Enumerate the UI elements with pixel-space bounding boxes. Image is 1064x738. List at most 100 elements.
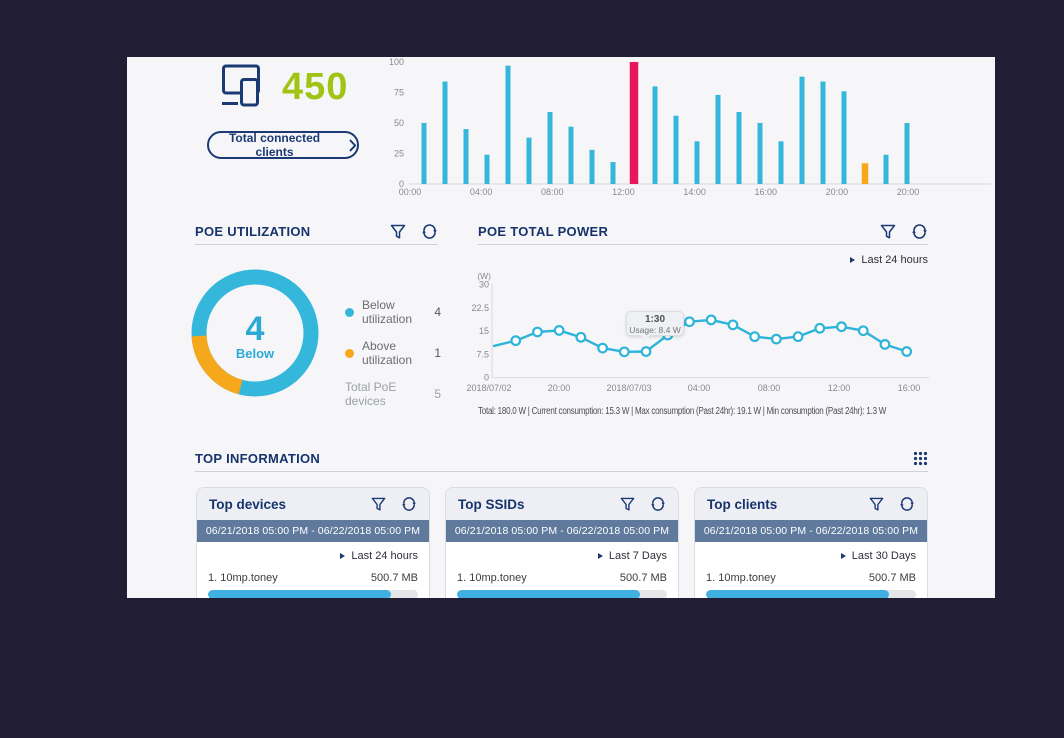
poe-power-line-chart[interactable]: (W) 30 22.5 15 7.5 0 2018/07/02 20:00 2018/07/03…	[466, 270, 935, 398]
entry-value: 500.7 MB	[868, 572, 916, 584]
chevron-right-icon	[349, 139, 357, 151]
svg-text:7.5: 7.5	[476, 349, 489, 359]
top-devices-card: Top devices 06/21/2018 05:	[196, 487, 430, 598]
tooltip-usage: Usage: 8.4 W	[629, 325, 681, 335]
button-label: Total connected clients	[228, 131, 321, 159]
entry-name: 10mp.toney	[718, 572, 776, 584]
poe-utilization-donut[interactable]: 4 Below	[184, 262, 326, 404]
poe-utilization-header: POE UTILIZATION	[195, 219, 438, 245]
filter-icon[interactable]	[371, 497, 386, 512]
card-header: Top SSIDs	[446, 488, 678, 520]
entry-row: 1. 10mp.toney 500.7 MB	[706, 572, 916, 584]
poe-total-power-section: POE TOTAL POWER Last 24 hours (W)	[466, 219, 929, 417]
entry-name: 10mp.toney	[469, 572, 527, 584]
card-title: Top devices	[209, 496, 287, 512]
svg-text:16:00: 16:00	[754, 187, 777, 197]
entry-value: 500.7 MB	[619, 572, 667, 584]
refresh-icon[interactable]	[899, 496, 915, 512]
progress-bar	[457, 590, 667, 598]
svg-text:100: 100	[389, 57, 404, 67]
svg-text:16:00: 16:00	[898, 383, 921, 393]
top-information-header: TOP INFORMATION	[195, 446, 928, 472]
svg-text:14:00: 14:00	[683, 187, 706, 197]
progress-bar	[208, 590, 418, 598]
poe-utilization-section: POE UTILIZATION	[195, 219, 438, 245]
legend-item-total: Total PoE devices 5	[345, 380, 441, 408]
poe-total-power-header: POE TOTAL POWER	[478, 219, 928, 245]
svg-text:50: 50	[394, 118, 404, 128]
svg-text:00:00: 00:00	[399, 187, 422, 197]
date-range-banner: 06/21/2018 05:00 PM - 06/22/2018 05:00 P…	[446, 520, 678, 542]
range-label: Last 24 hours	[351, 550, 418, 562]
total-connected-clients-button[interactable]: Total connected clients	[207, 131, 359, 159]
entry-rank: 1.	[208, 572, 218, 584]
section-title: POE UTILIZATION	[195, 224, 311, 239]
entry-name: 10mp.toney	[220, 572, 278, 584]
donut-center-value: 4	[246, 310, 265, 348]
svg-text:08:00: 08:00	[758, 383, 781, 393]
donut-center-label: Below	[236, 346, 275, 361]
legend-dot-orange	[345, 348, 354, 358]
range-selector[interactable]: Last 7 Days	[457, 550, 667, 562]
legend-label: Below utilization	[362, 298, 413, 326]
connected-clients-count: 450	[282, 66, 349, 108]
legend-item-above: Above utilization 1	[345, 339, 441, 367]
svg-text:12:00: 12:00	[612, 187, 635, 197]
svg-text:15: 15	[479, 326, 489, 336]
range-label: Last 24 hours	[861, 254, 928, 266]
legend-item-below: Below utilization 4	[345, 298, 441, 326]
date-range-banner: 06/21/2018 05:00 PM - 06/22/2018 05:00 P…	[695, 520, 927, 542]
progress-fill	[706, 590, 889, 598]
filter-icon[interactable]	[620, 497, 635, 512]
filter-icon[interactable]	[880, 224, 896, 240]
filter-icon[interactable]	[390, 224, 406, 240]
range-selector[interactable]: Last 24 hours	[478, 254, 928, 266]
entry-rank: 1.	[706, 572, 716, 584]
legend-value: 5	[434, 387, 441, 401]
refresh-icon[interactable]	[401, 496, 417, 512]
card-header: Top devices	[197, 488, 429, 520]
refresh-icon[interactable]	[421, 223, 438, 240]
range-label: Last 30 Days	[851, 550, 916, 562]
range-selector[interactable]: Last 30 Days	[706, 550, 916, 562]
grid-icon[interactable]	[913, 451, 928, 466]
date-range-banner: 06/21/2018 05:00 PM - 06/22/2018 05:00 P…	[197, 520, 429, 542]
refresh-icon[interactable]	[650, 496, 666, 512]
svg-text:04:00: 04:00	[470, 187, 493, 197]
svg-text:2018/07/03: 2018/07/03	[606, 383, 651, 393]
filter-icon[interactable]	[869, 497, 884, 512]
play-icon	[597, 553, 603, 559]
devices-icon	[221, 63, 269, 113]
section-title: TOP INFORMATION	[195, 451, 321, 466]
legend-value: 1	[434, 346, 441, 360]
svg-text:25: 25	[394, 149, 404, 159]
svg-text:20:00: 20:00	[897, 187, 920, 197]
tooltip-time: 1:30	[644, 314, 665, 325]
legend-label: Above utilization	[362, 339, 413, 367]
clients-bar-chart[interactable]: 100 75 50 25 000:00 04:00 08:00 12:00 14:00 16:00…	[387, 57, 995, 197]
refresh-icon[interactable]	[911, 223, 928, 240]
svg-text:0: 0	[399, 179, 404, 189]
legend-value: 4	[434, 305, 441, 319]
top-ssids-card: Top SSIDs 06/21/2018 05:00	[445, 487, 679, 598]
svg-text:20:00: 20:00	[826, 187, 849, 197]
progress-fill	[457, 590, 640, 598]
entry-row: 1. 10mp.toney 500.7 MB	[457, 572, 667, 584]
range-selector[interactable]: Last 24 hours	[208, 550, 418, 562]
play-icon	[340, 553, 346, 559]
poe-utilization-legend: Below utilization 4 Above utilization 1 …	[345, 298, 441, 421]
svg-text:20:00: 20:00	[548, 383, 571, 393]
entry-row: 1. 10mp.toney 500.7 MB	[208, 572, 418, 584]
section-title: POE TOTAL POWER	[478, 224, 609, 239]
svg-text:04:00: 04:00	[688, 383, 711, 393]
svg-text:30: 30	[479, 280, 489, 290]
card-title: Top clients	[707, 496, 778, 512]
card-header: Top clients	[695, 488, 927, 520]
top-information-section: TOP INFORMATION	[195, 446, 928, 472]
progress-bar	[706, 590, 916, 598]
entry-rank: 1.	[457, 572, 467, 584]
svg-text:12:00: 12:00	[828, 383, 851, 393]
legend-dot-blue	[345, 307, 354, 317]
top-clients-card: Top clients 06/21/2018 05:	[694, 487, 928, 598]
power-summary: Total: 180.0 W | Current consumption: 15…	[478, 406, 887, 417]
